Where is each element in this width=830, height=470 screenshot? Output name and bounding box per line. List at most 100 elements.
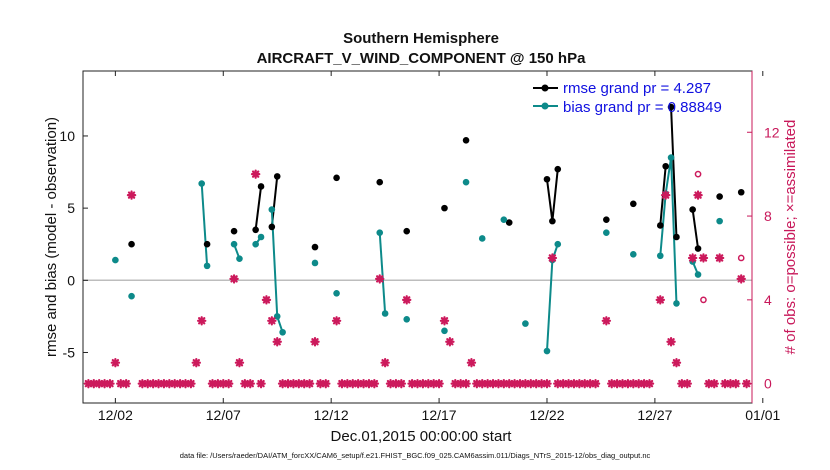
obs-assimilated-marker <box>553 378 563 389</box>
rmse-point <box>462 136 470 144</box>
obs-assimilated-marker <box>455 378 466 389</box>
obs-assimilated-marker <box>714 253 725 263</box>
rmse-point <box>311 243 319 251</box>
bias-point <box>667 154 675 161</box>
legend-rmse-marker <box>541 84 549 92</box>
rmse-point <box>673 233 680 241</box>
x-tick-label: 12/27 <box>637 407 672 423</box>
bias-point <box>257 233 265 241</box>
obs-assimilated-marker <box>623 378 633 389</box>
rmse-point <box>128 240 135 248</box>
obs-assimilated-marker <box>563 378 574 389</box>
rmse-segment <box>254 186 263 230</box>
rmse-segment <box>691 209 700 249</box>
obs-assimilated-marker <box>191 357 201 368</box>
obs-assimilated-marker <box>126 190 137 200</box>
obs-assimilated-marker <box>693 190 703 200</box>
bias-point <box>333 289 340 297</box>
obs-assimilated-marker <box>186 378 196 389</box>
rmse-point <box>376 178 384 186</box>
obs-assimilated-marker <box>99 378 110 389</box>
rmse-point <box>252 226 259 234</box>
obs-assimilated-marker <box>89 378 99 389</box>
obs-assimilated-marker <box>687 253 698 263</box>
bias-point <box>716 217 723 225</box>
obs-assimilated-marker <box>250 169 261 179</box>
x-tick-label: 12/12 <box>314 407 349 423</box>
bias-point <box>112 256 119 264</box>
obs-assimilated-marker <box>223 378 234 389</box>
x-tick-label: 12/17 <box>422 407 457 423</box>
obs-assimilated-marker <box>617 378 628 389</box>
obs-assimilated-marker <box>369 378 380 389</box>
obs-assimilated-marker <box>331 316 342 326</box>
obs-assimilated-marker <box>105 378 115 389</box>
rmse-point <box>203 240 211 248</box>
obs-assimilated-marker <box>439 316 450 326</box>
bias-segment <box>200 183 209 266</box>
bias-point <box>603 229 610 236</box>
y2-tick-label: 4 <box>764 292 772 308</box>
obs-assimilated-marker <box>445 337 455 347</box>
obs-assimilated-marker <box>277 378 288 389</box>
obs-assimilated-marker <box>396 378 407 389</box>
y-tick-label: -5 <box>63 344 76 360</box>
obs-assimilated-marker <box>402 295 412 305</box>
rmse-point <box>505 219 513 226</box>
bias-point <box>656 252 664 260</box>
obs-assimilated-marker <box>671 357 682 368</box>
bias-point <box>268 206 276 213</box>
obs-assimilated-marker <box>358 378 369 389</box>
obs-possible-marker <box>694 170 702 178</box>
rmse-point <box>630 200 637 208</box>
bias-point <box>230 240 238 248</box>
obs-assimilated-marker <box>229 274 239 284</box>
legend-rmse-label: rmse grand pr = 4.287 <box>563 80 711 97</box>
bias-point <box>273 313 281 320</box>
rmse-point <box>333 174 340 182</box>
obs-assimilated-marker <box>245 378 255 389</box>
rmse-point <box>656 222 664 229</box>
rmse-point <box>273 173 281 180</box>
obs-assimilated-marker <box>542 378 552 389</box>
obs-assimilated-marker <box>234 357 245 368</box>
bias-point <box>543 347 551 355</box>
bias-point <box>500 216 508 223</box>
bias-point <box>236 255 243 262</box>
x-axis-label: Dec.01,2015 00:00:00 start <box>331 428 513 445</box>
obs-assimilated-marker <box>574 378 585 389</box>
bias-point <box>381 310 389 317</box>
bias-point <box>128 292 135 300</box>
legend-bias-marker <box>541 102 549 110</box>
x-tick-label: 12/02 <box>98 407 133 423</box>
y2-tick-label: 12 <box>764 124 780 140</box>
rmse-point <box>689 206 696 213</box>
obs-possible-marker <box>737 254 745 262</box>
obs-assimilated-marker <box>196 316 207 326</box>
rmse-point <box>549 217 556 225</box>
obs-assimilated-marker <box>337 378 347 389</box>
rmse-point <box>737 188 745 196</box>
obs-assimilated-marker <box>272 337 282 347</box>
x-tick-label: 01/01 <box>745 407 780 423</box>
obs-assimilated-marker <box>698 253 709 263</box>
obs-assimilated-marker <box>380 357 390 368</box>
obs-assimilated-marker <box>137 378 148 389</box>
bias-point <box>279 328 286 336</box>
bias-point <box>252 240 259 248</box>
y-axis-label: rmse and bias (model - observation) <box>43 117 60 357</box>
rmse-point <box>403 227 411 235</box>
y-tick-label: 5 <box>67 200 75 216</box>
bias-point <box>376 229 384 236</box>
obs-assimilated-marker <box>434 378 444 389</box>
rmse-point <box>543 175 551 183</box>
obs-assimilated-marker <box>461 378 471 389</box>
y-tick-label: 10 <box>59 128 75 144</box>
bias-point <box>694 271 702 278</box>
obs-assimilated-marker <box>526 378 536 389</box>
bias-point <box>198 180 205 187</box>
y2-tick-label: 0 <box>764 376 772 392</box>
rmse-point <box>554 165 562 173</box>
bias-point <box>522 320 529 327</box>
